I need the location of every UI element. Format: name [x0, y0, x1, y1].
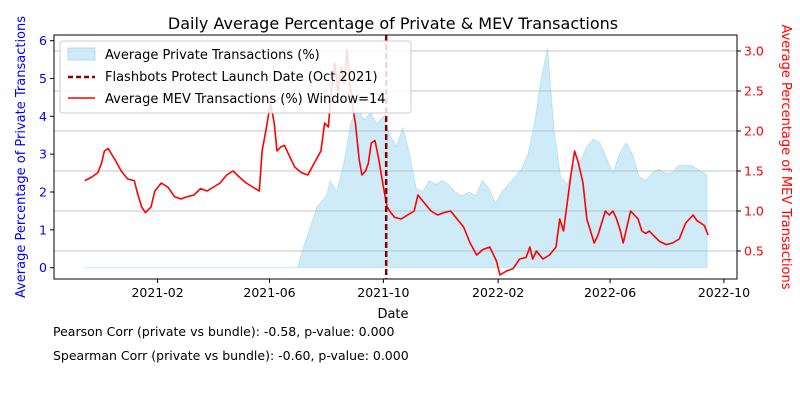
x-tick-label: 2021-10 — [357, 285, 409, 300]
right-y-axis-label: Average Percentage of MEV Transactions — [778, 24, 793, 289]
right-y-tick-label: 2.0 — [744, 124, 764, 139]
left-y-axis: 0 1 2 3 4 5 6 — [39, 33, 54, 275]
x-axis: 2021-02 2021-06 2021-10 2022-02 2022-06 2022-… — [131, 279, 750, 300]
legend-label-mev: Average MEV Transactions (%) Window=14 — [105, 92, 386, 107]
x-tick-label: 2022-06 — [584, 285, 636, 300]
left-y-tick-label: 6 — [39, 33, 47, 48]
legend-box — [59, 40, 412, 114]
pearson-annotation: Pearson Corr (private vs bundle): -0.58,… — [53, 324, 395, 339]
legend-swatch-private — [67, 47, 96, 61]
legend-label-private: Average Private Transactions (%) — [105, 48, 320, 63]
x-tick-label: 2021-02 — [131, 285, 183, 300]
left-y-tick-label: 5 — [39, 71, 47, 86]
right-y-tick-label: 2.5 — [744, 84, 764, 99]
right-y-tick-label: 3.0 — [744, 44, 764, 59]
mev-line-layer — [84, 48, 709, 276]
right-y-tick-label: 1.0 — [744, 204, 764, 219]
right-y-tick-label: 1.5 — [744, 164, 764, 179]
x-tick-label: 2022-02 — [472, 285, 524, 300]
x-tick-label: 2022-10 — [698, 285, 750, 300]
left-y-tick-label: 0 — [39, 260, 47, 275]
left-y-tick-label: 1 — [39, 222, 47, 237]
left-y-tick-label: 2 — [39, 184, 47, 199]
left-y-tick-label: 4 — [39, 109, 47, 124]
plot-frame — [53, 34, 738, 280]
mev-transactions-line — [84, 48, 709, 276]
legend: Average Private Transactions (%) Flashbo… — [59, 40, 412, 114]
right-y-axis: 0.5 1.0 1.5 2.0 2.5 3.0 — [737, 44, 764, 259]
left-y-tick-label: 3 — [39, 147, 47, 162]
spearman-annotation: Spearman Corr (private vs bundle): -0.60… — [53, 348, 409, 363]
legend-label-launch: Flashbots Protect Launch Date (Oct 2021) — [105, 70, 378, 85]
left-y-axis-label: Average Percentage of Private Transactio… — [14, 16, 29, 298]
chart-title: Daily Average Percentage of Private & ME… — [168, 14, 618, 33]
x-axis-label: Date — [377, 307, 408, 322]
right-y-tick-label: 0.5 — [744, 244, 764, 259]
x-tick-label: 2021-06 — [243, 285, 295, 300]
